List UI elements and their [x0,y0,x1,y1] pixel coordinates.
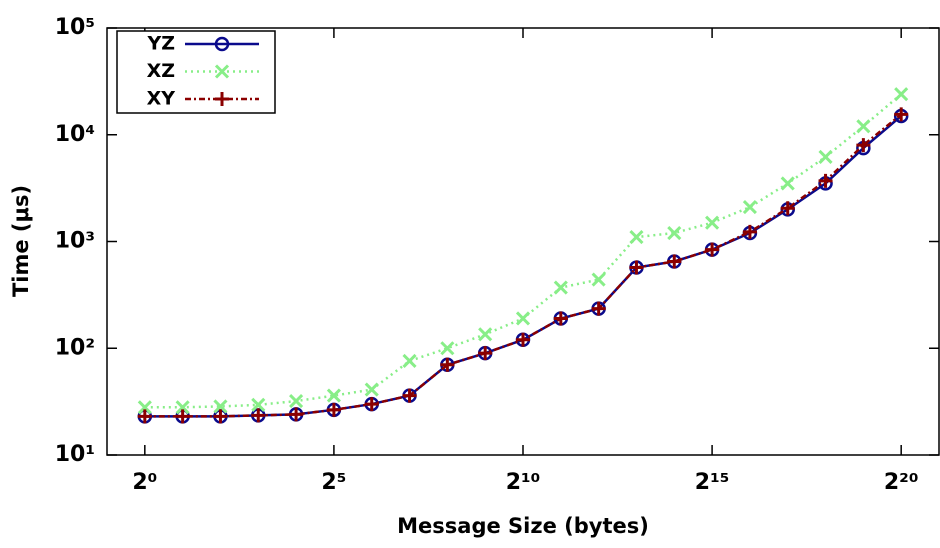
marker [326,402,341,417]
marker [137,409,152,424]
marker [478,346,493,361]
marker [591,301,606,316]
legend-marker [214,64,230,79]
marker [516,332,530,347]
marker [818,149,833,164]
x-tick-label: 2¹⁰ [506,470,541,495]
marker [402,388,417,403]
marker [553,311,568,326]
x-tick-label: 2²⁰ [884,470,919,495]
marker [667,254,682,269]
y-tick-label: 10¹ [55,442,95,467]
marker [137,400,152,415]
y-tick-label: 10⁴ [55,122,95,147]
x-tick-label: 2⁵ [321,470,346,495]
marker [478,327,493,342]
marker [251,397,266,412]
marker [591,272,606,287]
marker [742,224,757,239]
series-line [144,93,902,409]
marker [780,201,795,216]
marker [818,173,833,188]
x-tick-label: 2⁰ [132,470,157,495]
marker [856,138,871,153]
marker [629,260,644,275]
marker [175,400,190,415]
marker [894,107,909,122]
marker [742,200,757,215]
marker [629,230,644,245]
y-tick-label: 10³ [55,229,95,254]
marker [213,399,228,414]
legend-marker [214,36,230,52]
legend-label: XY [147,88,176,110]
series-line [144,113,902,418]
marker [515,311,531,326]
marker [667,225,682,241]
marker [175,409,190,424]
legend-label: YZ [146,33,175,55]
marker [364,382,379,397]
marker [326,388,341,403]
marker [553,280,568,295]
marker [705,215,720,230]
marker [780,176,795,191]
marker [289,407,304,422]
marker [251,408,266,423]
marker [289,394,304,409]
legend-marker [215,92,229,106]
y-tick-label: 10⁵ [55,15,95,40]
marker [894,87,909,102]
y-tick-label: 10² [55,335,95,360]
x-axis-title: Message Size (bytes) [397,514,649,538]
marker [440,341,455,356]
x-tick-label: 2¹⁵ [695,470,730,495]
marker [705,242,720,257]
marker [213,409,228,424]
legend-label: XZ [147,60,175,82]
marker [856,119,871,134]
marker [364,397,379,412]
marker [440,357,455,372]
y-axis-title: Time (μs) [9,185,33,297]
marker [402,353,417,369]
series-line [144,114,902,418]
